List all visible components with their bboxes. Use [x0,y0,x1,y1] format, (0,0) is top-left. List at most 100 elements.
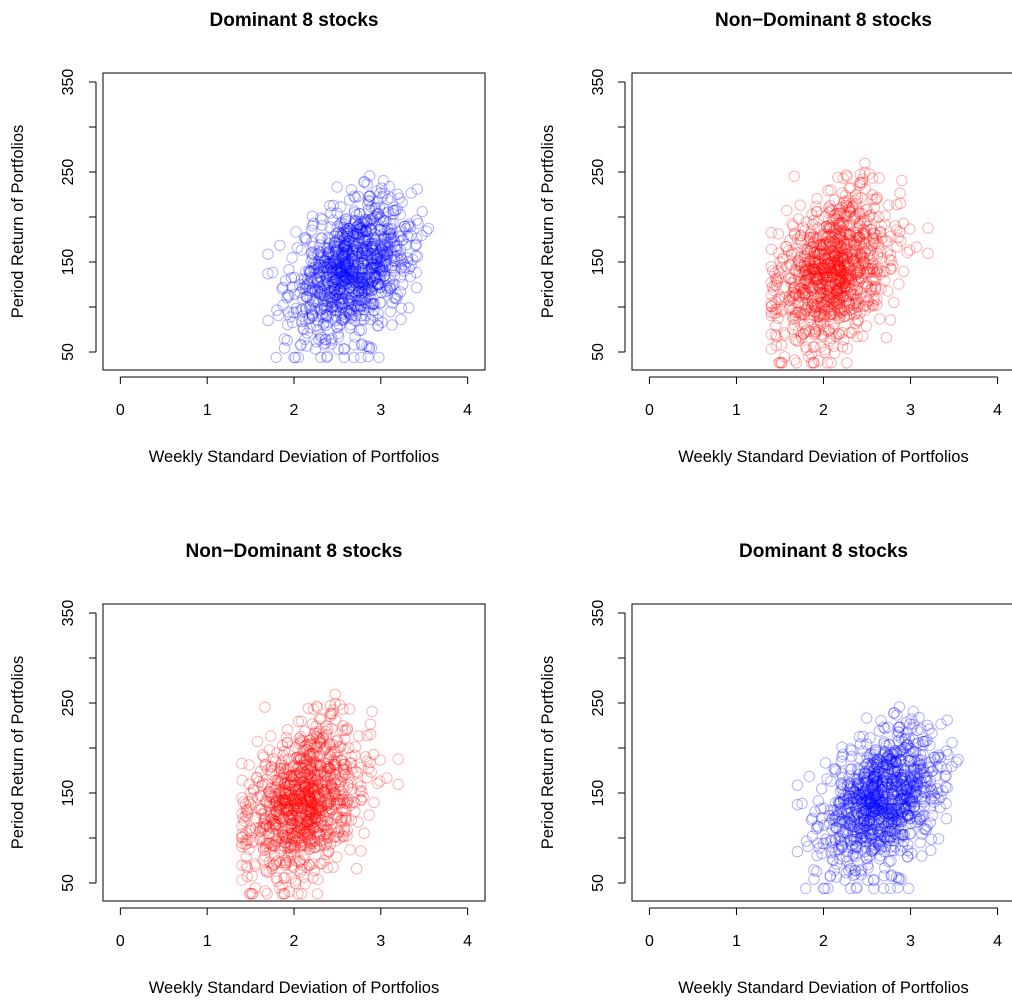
data-point [838,334,850,346]
data-point [382,249,394,261]
data-point [875,220,887,232]
data-point [902,882,915,895]
data-point [841,243,853,255]
data-point [312,759,325,772]
x-tick-label: 4 [463,933,472,950]
data-point [822,252,834,265]
data-point [378,269,391,281]
data-point [325,207,337,219]
data-point [319,337,332,349]
data-point [372,279,384,291]
data-point [299,825,311,837]
data-point [887,707,900,719]
data-point [334,297,346,309]
data-point [300,266,312,278]
data-point [842,270,854,282]
data-point [336,246,349,259]
data-point [366,284,378,296]
data-point [397,278,409,290]
data-point [835,242,848,255]
data-point [333,262,346,274]
data-point [803,325,816,338]
data-point [334,832,346,844]
data-point [282,851,294,863]
data-point [309,726,322,738]
data-point [310,757,322,769]
data-point [824,242,836,254]
data-point [368,272,380,284]
data-point [256,803,268,815]
data-point [832,252,845,264]
data-point [334,287,346,299]
data-point [323,802,335,815]
series-points [765,157,934,369]
data-point [336,814,348,827]
data-point [363,301,375,313]
data-point [264,797,276,809]
data-point [854,251,866,263]
data-point [822,271,834,283]
data-point [380,248,392,261]
data-point [341,794,353,806]
data-point [344,264,356,276]
data-point [851,229,863,242]
data-point [809,257,822,270]
data-point [839,281,851,293]
data-point [786,218,798,230]
data-point [818,240,830,252]
data-point [265,806,277,819]
data-point [823,219,835,232]
data-point [302,829,315,841]
data-point [855,287,867,299]
data-point [389,292,402,304]
data-point [843,194,855,207]
data-point [293,770,306,782]
data-point [364,313,377,326]
data-point [861,215,873,227]
data-point [838,259,850,271]
data-point [783,294,795,306]
y-axis-label: Period Return of Portfolios [539,656,557,850]
data-point [823,259,835,271]
data-point [837,254,850,267]
data-point [335,281,347,293]
data-point [312,788,324,800]
data-point [787,290,800,302]
data-point [388,255,400,267]
data-point [809,233,822,245]
data-point [320,805,332,817]
data-point [829,257,841,269]
data-point [839,277,851,290]
data-point [854,168,866,181]
data-point [347,230,359,242]
data-point [362,298,374,310]
data-point [290,768,303,781]
data-point [352,271,365,283]
data-point [236,840,248,853]
data-point [819,266,831,278]
data-point [383,274,395,286]
data-point [310,812,322,824]
data-point [815,329,827,341]
data-point [833,328,845,340]
data-point [347,266,359,278]
data-point [839,290,852,302]
data-point [329,230,341,243]
data-point [304,761,316,774]
data-point [809,806,821,818]
data-point [823,259,835,272]
data-point [863,210,876,222]
data-point [314,270,327,283]
data-point [851,301,864,313]
data-point [831,263,843,275]
data-point [799,287,811,299]
data-point [381,222,394,235]
data-point [791,233,803,245]
data-point [330,830,342,843]
data-point [303,264,315,277]
series-points [236,688,404,900]
data-point [334,793,346,806]
data-point [788,229,801,241]
data-point [833,218,845,230]
data-point [377,245,390,257]
